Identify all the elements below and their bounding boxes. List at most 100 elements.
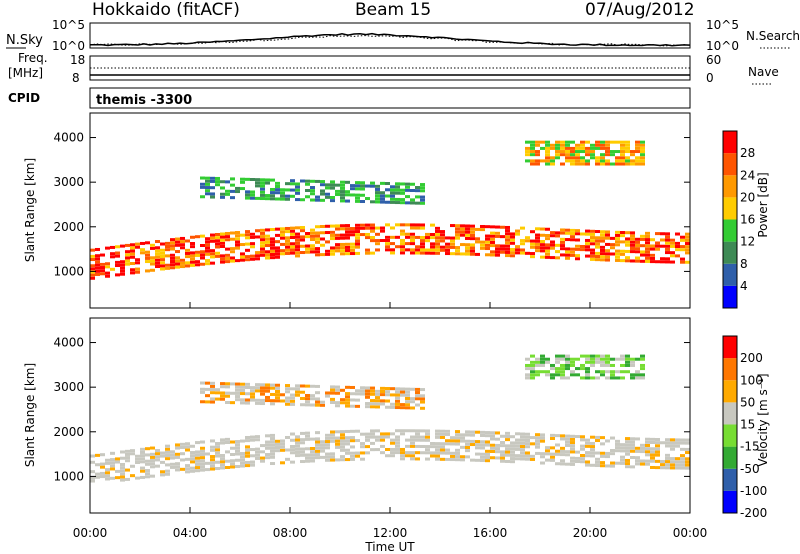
heatmap-cell (265, 386, 270, 390)
heatmap-cell (395, 435, 400, 439)
heatmap-cell (150, 446, 155, 450)
heatmap-cell (225, 235, 230, 239)
heatmap-cell (215, 254, 220, 258)
heatmap-cell (650, 456, 655, 460)
heatmap-cell (465, 224, 470, 228)
heatmap-cell (330, 452, 335, 456)
heatmap-cell (295, 435, 300, 439)
heatmap-cell (405, 393, 410, 397)
heatmap-cell (90, 470, 95, 474)
heatmap-cell (465, 246, 470, 250)
heatmap-cell (105, 471, 110, 475)
heatmap-cell (420, 235, 425, 239)
heatmap-cell (525, 150, 530, 154)
heatmap-cell (225, 382, 230, 386)
heatmap-cell (540, 243, 545, 247)
heatmap-cell (550, 373, 555, 377)
heatmap-cell (250, 232, 255, 236)
heatmap-cell (450, 239, 455, 243)
heatmap-cell (630, 360, 635, 364)
heatmap-cell (430, 248, 435, 252)
heatmap-cell (280, 197, 285, 201)
heatmap-cell (520, 438, 525, 442)
heatmap-cell (210, 255, 215, 259)
heatmap-cell (560, 150, 565, 154)
heatmap-cell (510, 251, 515, 255)
heatmap-cell (260, 184, 265, 188)
heatmap-cell (245, 233, 250, 237)
heatmap-cell (240, 243, 245, 247)
nave-tick-top: 60 (706, 53, 721, 67)
heatmap-cell (595, 143, 600, 147)
heatmap-cell (250, 235, 255, 239)
heatmap-cell (520, 226, 525, 230)
heatmap-cell (220, 254, 225, 258)
heatmap-cell (605, 252, 610, 256)
heatmap-cell (95, 254, 100, 258)
heatmap-cell (190, 451, 195, 455)
heatmap-cell (250, 178, 255, 181)
heatmap-cell (280, 448, 285, 452)
heatmap-cell (110, 458, 115, 462)
heatmap-cell (365, 232, 370, 236)
heatmap-cell (625, 159, 630, 163)
heatmap-cell (270, 446, 275, 450)
heatmap-cell (320, 440, 325, 444)
heatmap-cell (355, 451, 360, 455)
y-tick-label: 4000 (53, 336, 84, 350)
y-tick-label: 3000 (53, 380, 84, 394)
heatmap-cell (410, 238, 415, 242)
heatmap-cell (475, 452, 480, 456)
heatmap-cell (565, 360, 570, 364)
velocity-panel-frame (89, 317, 691, 514)
heatmap-cell (270, 455, 275, 459)
heatmap-cell (580, 447, 585, 451)
heatmap-cell (290, 460, 295, 464)
heatmap-cell (645, 437, 650, 441)
heatmap-cell (310, 189, 315, 193)
heatmap-cell (140, 450, 145, 454)
heatmap-cell (645, 450, 650, 454)
heatmap-cell (480, 240, 485, 244)
heatmap-cell (255, 447, 260, 451)
heatmap-cell (640, 234, 645, 238)
colorbar-swatch (723, 468, 737, 491)
heatmap-cell (525, 442, 530, 446)
heatmap-cell (485, 440, 490, 444)
heatmap-cell (560, 459, 565, 463)
heatmap-cell (155, 261, 160, 265)
heatmap-cell (400, 454, 405, 458)
heatmap-cell (375, 429, 380, 433)
heatmap-cell (235, 388, 240, 392)
heatmap-cell (525, 357, 530, 361)
heatmap-cell (410, 444, 415, 448)
heatmap-cell (590, 451, 595, 455)
heatmap-cell (275, 393, 280, 397)
heatmap-cell (310, 237, 315, 241)
heatmap-cell (230, 446, 235, 450)
heatmap-cell (190, 254, 195, 258)
mhz-label: [MHz] (8, 66, 43, 80)
heatmap-cell (145, 462, 150, 466)
cpid-panel: CPID themis -3300 (8, 87, 691, 109)
heatmap-cell (345, 199, 350, 203)
heatmap-cell (150, 262, 155, 266)
heatmap-cell (670, 444, 675, 448)
heatmap-cell (280, 236, 285, 240)
heatmap-cell (640, 462, 645, 466)
heatmap-cell (385, 238, 390, 242)
heatmap-cell (610, 252, 615, 256)
heatmap-cell (495, 231, 500, 235)
heatmap-cell (240, 187, 245, 191)
heatmap-cell (630, 150, 635, 154)
heatmap-cell (130, 271, 135, 275)
colorbar-tick-label: 100 (740, 373, 763, 387)
heatmap-cell (370, 236, 375, 240)
heatmap-cell (515, 245, 520, 249)
heatmap-cell (610, 363, 615, 367)
heatmap-cell (625, 354, 630, 358)
heatmap-cell (255, 257, 260, 261)
heatmap-cell (115, 260, 120, 264)
heatmap-cell (340, 398, 345, 402)
